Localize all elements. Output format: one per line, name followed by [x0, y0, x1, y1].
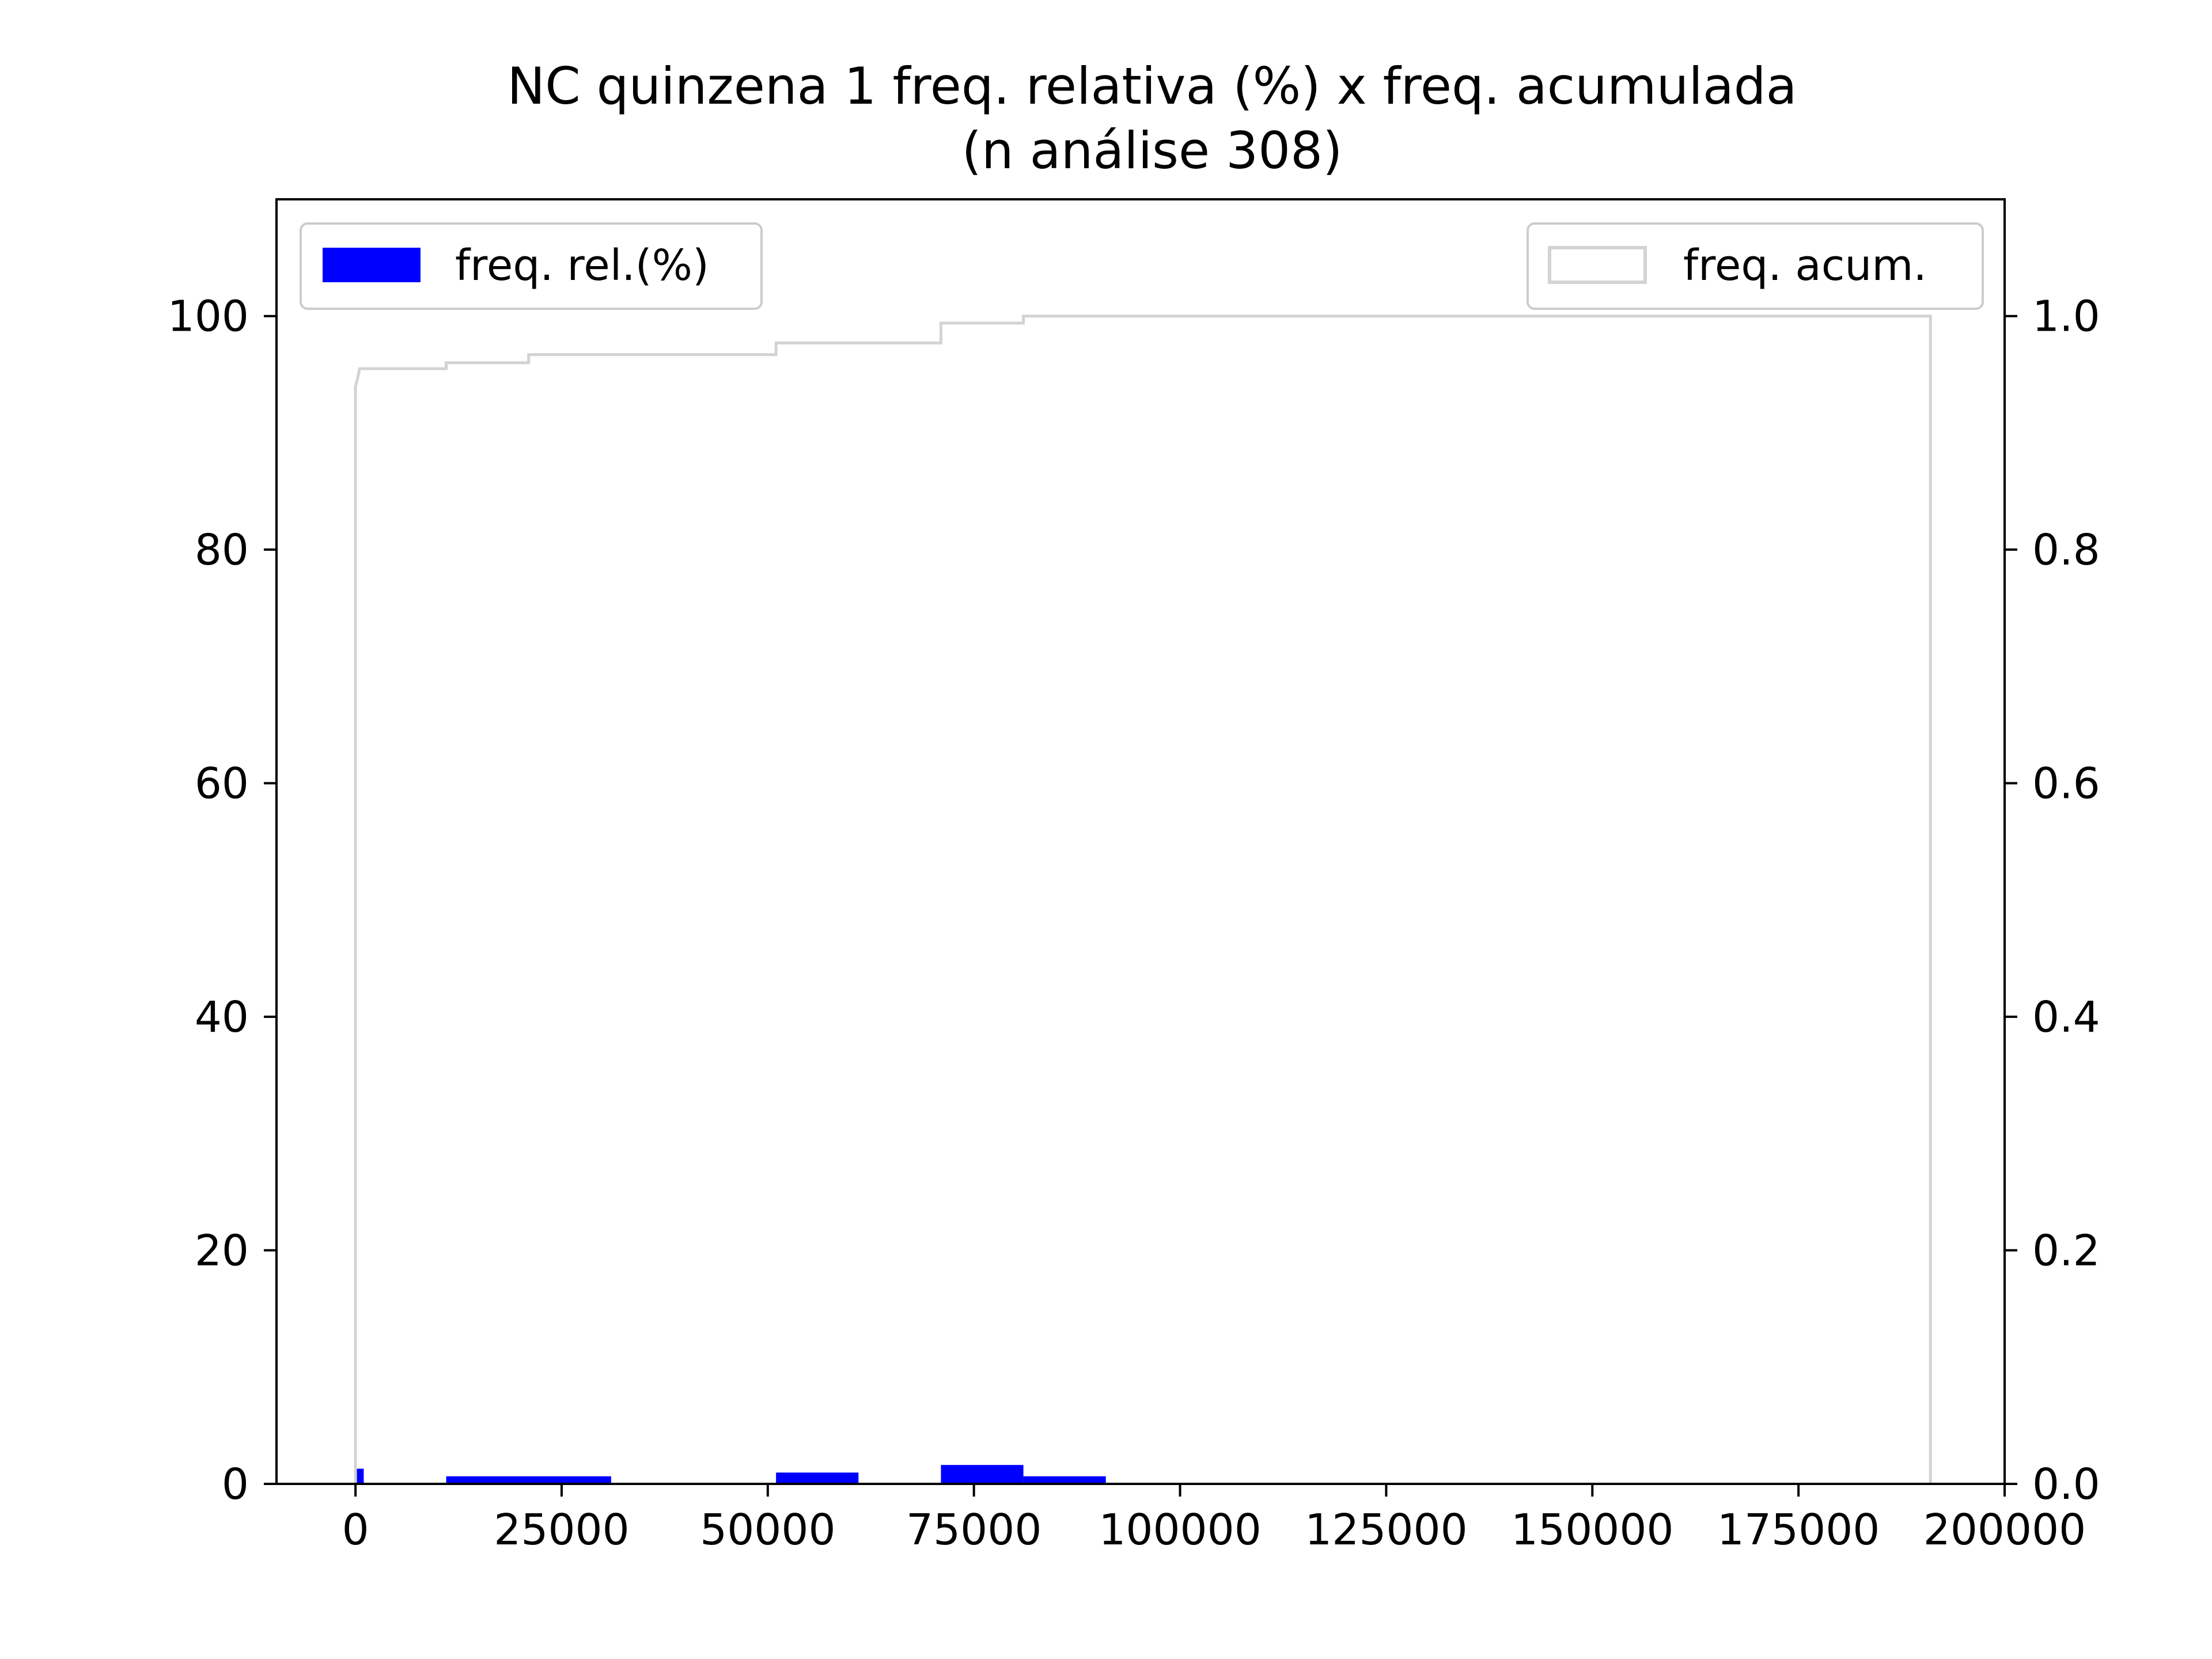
y2-tick-label: 0.6 [2032, 759, 2100, 809]
histogram-bar-2 [776, 1472, 859, 1484]
x-tick-label: 50000 [700, 1505, 835, 1555]
chart-title: NC quinzena 1 freq. relativa (%) x freq.… [507, 56, 1797, 116]
histogram-bar-4 [1023, 1476, 1106, 1484]
histogram-bars [355, 1465, 1106, 1484]
legend-freq-rel: freq. rel.(%) [300, 222, 763, 310]
x-tick-label: 150000 [1511, 1505, 1674, 1555]
legend-label-freq-rel: freq. rel.(%) [455, 241, 709, 290]
y-tick-label: 20 [195, 1226, 249, 1276]
x-tick-label: 175000 [1717, 1505, 1880, 1555]
x-tick-label: 125000 [1305, 1505, 1468, 1555]
plot-frame [275, 198, 2006, 1485]
y-tick-label: 100 [168, 292, 249, 342]
legend-label-freq-acum: freq. acum. [1683, 241, 1927, 290]
y2-tick-label: 0.2 [2032, 1226, 2100, 1276]
legend-frame [1527, 222, 1984, 310]
x-tick-label: 200000 [1923, 1505, 2086, 1555]
y-tick-label: 60 [195, 759, 249, 809]
x-axis: 0 25000 50000 75000 100000 125000 150000 175000… [342, 1484, 2086, 1555]
legend-freq-acum: freq. acum. [1527, 222, 1984, 310]
y-axis-right: 0.0 0.2 0.4 0.6 0.8 1.0 [2005, 292, 2100, 1509]
histogram-bar-0 [355, 1468, 364, 1484]
x-tick-label: 100000 [1099, 1505, 1262, 1555]
x-tick-label: 75000 [906, 1505, 1041, 1555]
x-tick-label: 25000 [494, 1505, 629, 1555]
y2-tick-label: 0.4 [2032, 993, 2100, 1042]
legend-swatch-freq-acum [1548, 246, 1647, 284]
cumulative-step-line [354, 315, 1932, 1484]
histogram-bar-1 [446, 1476, 611, 1484]
y-tick-label: 0 [222, 1460, 249, 1509]
y2-tick-label: 0.0 [2032, 1460, 2100, 1509]
x-tick-label: 0 [342, 1505, 369, 1555]
legend-frame [300, 222, 763, 310]
histogram-bar-3 [941, 1465, 1024, 1484]
y-axis-left: 0 20 40 60 80 100 [168, 292, 276, 1509]
cumulative-frequency-line [354, 315, 1932, 1484]
y-tick-label: 80 [195, 525, 249, 575]
y2-tick-label: 1.0 [2032, 292, 2100, 342]
y2-tick-label: 0.8 [2032, 525, 2100, 575]
legend-swatch-freq-rel [323, 248, 421, 282]
chart-subtitle: (n análise 308) [962, 121, 1343, 180]
y-tick-label: 40 [195, 993, 249, 1042]
